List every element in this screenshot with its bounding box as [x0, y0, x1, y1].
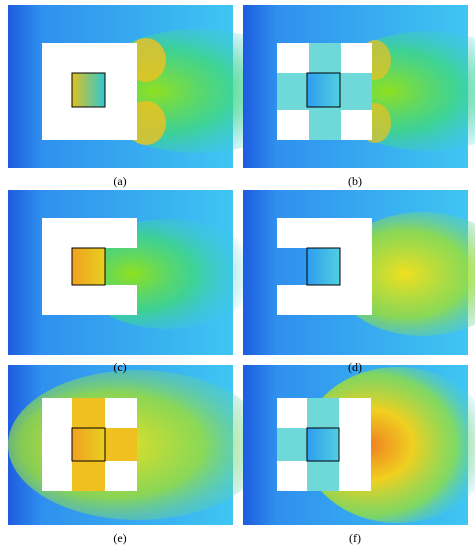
panel [243, 5, 475, 168]
panel-label: (b) [348, 174, 362, 188]
panel [8, 365, 268, 525]
panel [8, 190, 258, 355]
panel-label: (a) [113, 174, 126, 188]
panel-label: (f) [349, 531, 361, 545]
panel-label: (d) [348, 360, 362, 374]
panel [243, 190, 475, 355]
panel-label: (c) [113, 360, 126, 374]
panel [243, 365, 475, 525]
panel-label: (e) [113, 531, 126, 545]
